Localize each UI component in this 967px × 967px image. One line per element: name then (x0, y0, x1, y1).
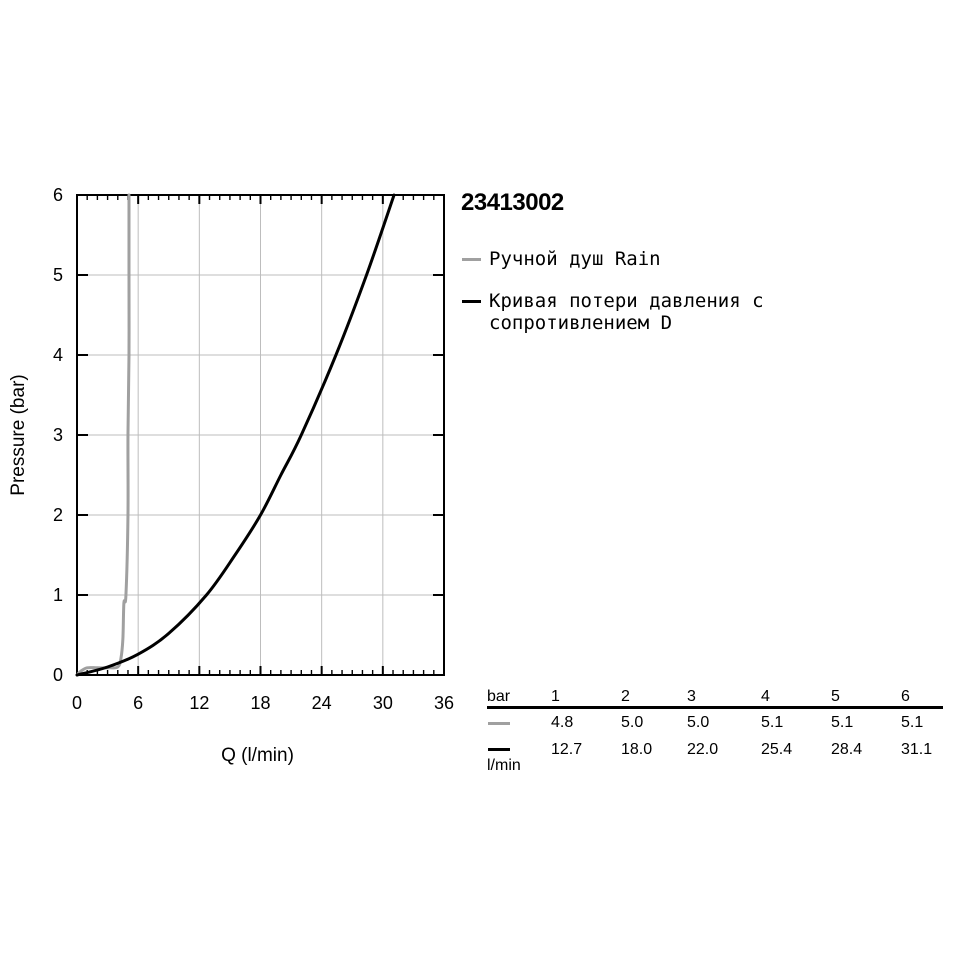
table-cell: 31.1 (901, 741, 933, 758)
table-header-pressure: 1 (551, 688, 560, 705)
table-cell: 25.4 (761, 741, 793, 758)
y-tick-label: 0 (53, 665, 63, 685)
y-tick-label: 6 (53, 185, 63, 205)
plot-frame (76, 194, 445, 676)
legend-label-rain-shower: Ручной душ Rain (489, 248, 661, 270)
x-tick-label: 36 (434, 693, 454, 713)
legend-label-pressure-loss: Кривая потери давления с сопротивлением … (489, 290, 764, 334)
table-cell: 18.0 (621, 741, 653, 758)
table-header-pressure: 2 (621, 688, 630, 705)
table-header-pressure: 5 (831, 688, 840, 705)
table-cell: 5.0 (687, 714, 710, 731)
y-tick-label: 3 (53, 425, 63, 445)
x-tick-label: 30 (373, 693, 393, 713)
series-line-pressure-loss (75, 193, 396, 677)
grid-lines (77, 195, 444, 675)
table-cell: 28.4 (831, 741, 863, 758)
series-lines (75, 193, 396, 677)
y-tick-label: 1 (53, 585, 63, 605)
model-title: 23413002 (461, 189, 564, 216)
y-tick-label: 4 (53, 345, 63, 365)
y-tick-label: 5 (53, 265, 63, 285)
table-cell: 4.8 (551, 714, 574, 731)
x-tick-label: 18 (250, 693, 270, 713)
x-tick-label: 24 (312, 693, 332, 713)
table-header-rule (487, 706, 943, 709)
table-cell: 5.1 (901, 714, 924, 731)
table-unit-label: l/min (487, 757, 521, 774)
table-cell: 5.1 (761, 714, 784, 731)
table-header-pressure: 4 (761, 688, 770, 705)
x-tick-label: 12 (189, 693, 209, 713)
table-row-swatch-pressure-loss (488, 748, 510, 751)
y-axis-title: Pressure (bar) (8, 374, 29, 495)
x-tick-label: 6 (133, 693, 143, 713)
legend-swatch-rain-shower (462, 258, 481, 261)
y-tick-label: 2 (53, 505, 63, 525)
table-header-pressure: 3 (687, 688, 696, 705)
table-header-unit: bar (487, 688, 511, 705)
flow-table: bar 1 2 3 4 5 6 4.8 5.0 5.0 5.1 5.1 5.1 … (487, 686, 943, 781)
table-header-pressure: 6 (901, 688, 910, 705)
series-line-rain-shower (75, 193, 131, 677)
table-cell: 22.0 (687, 741, 719, 758)
x-axis-title: Q (l/min) (221, 745, 294, 766)
legend-swatch-pressure-loss (462, 300, 481, 303)
x-tick-label: 0 (72, 693, 82, 713)
table-cell: 12.7 (551, 741, 583, 758)
table-row-swatch-rain-shower (488, 722, 510, 725)
table-cell: 5.0 (621, 714, 644, 731)
table-cell: 5.1 (831, 714, 854, 731)
